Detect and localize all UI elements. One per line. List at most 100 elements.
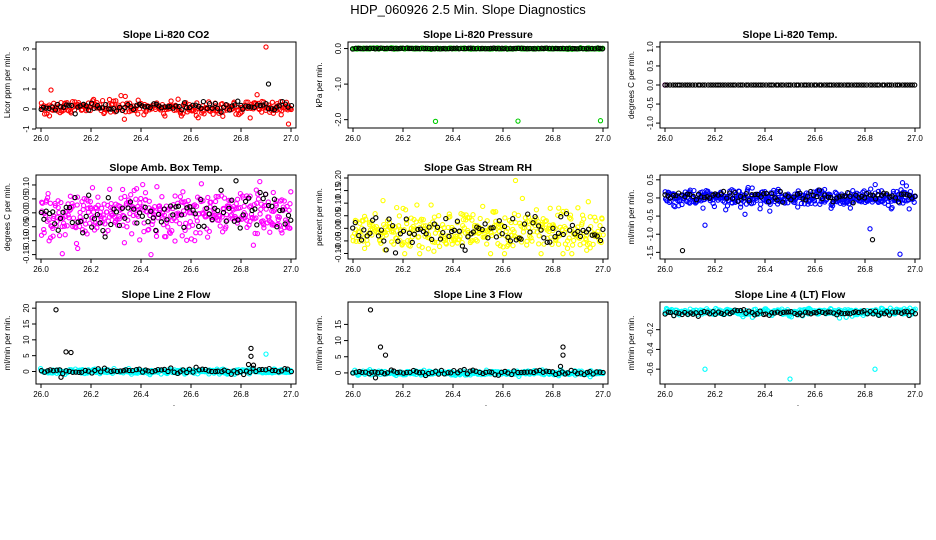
x-tick-label: 26.8 xyxy=(545,265,561,274)
data-point xyxy=(247,369,253,375)
data-point xyxy=(555,241,562,247)
data-point xyxy=(889,309,895,315)
data-point xyxy=(225,368,231,375)
data-point xyxy=(234,370,240,376)
data-point xyxy=(99,219,105,226)
data-point xyxy=(58,104,64,110)
data-point xyxy=(732,307,738,313)
data-point xyxy=(402,207,409,213)
data-point xyxy=(446,233,452,240)
x-tick-label: 26.2 xyxy=(395,390,411,399)
data-point xyxy=(568,216,574,222)
data-point xyxy=(487,251,494,257)
data-point xyxy=(512,219,519,226)
data-point xyxy=(146,226,152,233)
data-point xyxy=(395,45,401,52)
data-point xyxy=(262,191,269,197)
data-point xyxy=(106,96,113,103)
y-tick-label: -0.6 xyxy=(646,362,655,376)
data-point xyxy=(180,189,186,195)
data-point xyxy=(113,209,120,215)
data-point xyxy=(161,206,167,212)
data-point xyxy=(400,228,407,234)
data-point xyxy=(431,214,438,220)
data-point xyxy=(727,190,733,196)
data-point xyxy=(168,365,174,371)
data-point xyxy=(787,376,793,382)
data-point xyxy=(357,229,363,235)
data-point xyxy=(811,198,818,204)
data-point xyxy=(288,217,294,223)
plot-frame xyxy=(35,174,297,260)
data-point xyxy=(196,367,202,373)
chart-title: Slope Li-820 CO2 xyxy=(123,29,210,41)
data-point xyxy=(437,46,443,52)
data-point xyxy=(277,207,283,214)
data-point xyxy=(96,105,103,111)
y-tick-label: 0.10 xyxy=(334,195,343,211)
chart-panel-4: Slope Amb. Box Temp. 26.0 26.2 26.4 26.6 26.8… xyxy=(3,162,299,274)
x-tick-label: 26.2 xyxy=(83,134,99,143)
data-point xyxy=(263,351,269,357)
data-point xyxy=(725,82,731,88)
x-tick-label: 26.0 xyxy=(657,265,673,274)
y-tick-label: 0.00 xyxy=(334,220,343,236)
data-point xyxy=(569,242,576,248)
data-point xyxy=(538,227,544,233)
data-point xyxy=(170,212,176,218)
data-point xyxy=(693,197,700,203)
data-point xyxy=(749,185,755,191)
data-point xyxy=(518,236,524,242)
data-point xyxy=(126,367,132,374)
data-point xyxy=(83,213,89,220)
x-tick-label: 26.4 xyxy=(757,265,773,274)
data-point xyxy=(547,205,553,211)
x-tick-label: 26.6 xyxy=(495,390,511,399)
data-point xyxy=(353,238,359,244)
data-point xyxy=(460,45,466,52)
y-tick-label: -0.5 xyxy=(646,97,655,111)
data-point xyxy=(518,369,524,376)
data-point xyxy=(133,196,139,202)
data-point xyxy=(90,96,97,103)
data-point xyxy=(285,212,292,219)
data-point xyxy=(50,209,56,215)
data-point xyxy=(883,191,890,197)
data-point xyxy=(864,82,870,88)
data-point xyxy=(557,45,564,52)
data-point xyxy=(702,366,708,372)
data-point xyxy=(566,235,572,241)
data-point xyxy=(461,366,467,373)
data-point xyxy=(482,221,488,227)
data-point xyxy=(718,310,725,316)
data-point xyxy=(467,368,473,374)
data-point xyxy=(164,217,170,223)
data-point xyxy=(748,82,754,88)
data-point xyxy=(875,188,882,195)
data-point xyxy=(353,369,359,375)
data-point xyxy=(148,251,154,258)
data-point xyxy=(574,46,580,52)
data-point xyxy=(76,369,82,376)
data-point xyxy=(507,238,514,244)
data-point xyxy=(247,218,253,225)
data-point xyxy=(780,309,786,316)
data-point xyxy=(552,225,558,232)
y-tick-label: -1.5 xyxy=(646,245,655,259)
x-tick-label: 26.0 xyxy=(657,390,673,399)
y-tick-label: -0.05 xyxy=(334,231,343,250)
data-point xyxy=(245,104,252,110)
data-point xyxy=(531,369,537,376)
data-point xyxy=(399,241,406,247)
data-point xyxy=(184,205,190,211)
data-point xyxy=(803,82,809,88)
data-point xyxy=(269,106,275,112)
data-point xyxy=(284,221,290,227)
data-point xyxy=(496,46,502,52)
data-point xyxy=(286,207,292,213)
data-point xyxy=(361,213,368,220)
data-point xyxy=(816,308,822,315)
data-point xyxy=(217,223,223,229)
data-point xyxy=(515,118,521,124)
data-point xyxy=(368,369,375,375)
